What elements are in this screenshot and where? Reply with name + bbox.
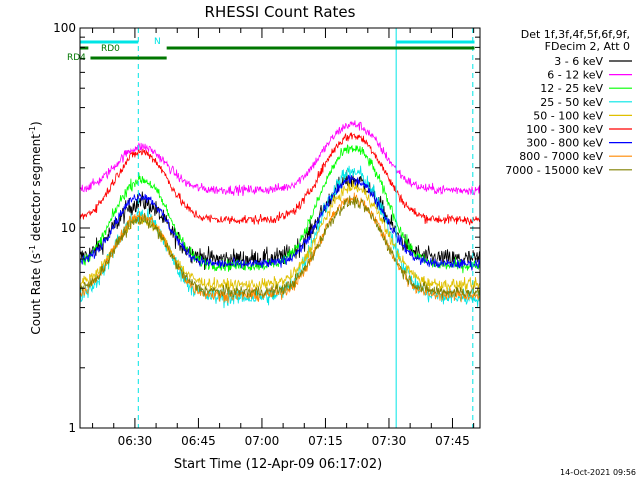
series-line-2	[79, 144, 481, 274]
x-tick-label-1: 06:45	[181, 434, 216, 448]
y-axis-label-main: Count Rate (s	[29, 253, 43, 335]
y-tick-label-2: 100	[53, 21, 76, 35]
x-axis-label: Start Time (12-Apr-09 06:17:02)	[174, 457, 382, 472]
chart-title: RHESSI Count Rates	[205, 3, 356, 21]
y-axis-label-sup: -1	[28, 245, 37, 253]
series-line-6	[80, 174, 481, 271]
flag-label-2: RD4	[67, 53, 86, 63]
legend-label-4: 50 - 100 keV	[533, 109, 603, 122]
legend-header-1: FDecim 2, Att 0	[545, 40, 630, 53]
x-tick-label-3: 07:15	[308, 434, 343, 448]
legend-label-0: 3 - 6 keV	[554, 55, 603, 68]
legend-label-1: 6 - 12 keV	[547, 69, 603, 82]
legend-label-5: 100 - 300 keV	[526, 123, 603, 136]
series-line-5	[79, 132, 481, 226]
legend: Det 1f,3f,4f,5f,6f,9f,FDecim 2, Att 0 3 -…	[505, 28, 632, 177]
axes: 1 10 100 06:30 06:45 07:00 07:15 07:30 07:45	[53, 21, 481, 448]
vertical-marker-lines	[137, 28, 474, 428]
generation-timestamp: 14-Oct-2021 09:56	[560, 468, 636, 477]
legend-label-6: 300 - 800 keV	[526, 137, 603, 150]
y-tick-label-1: 10	[61, 221, 76, 235]
legend-label-2: 12 - 25 keV	[540, 82, 603, 95]
y-axis-label-sup2: -1	[28, 126, 37, 134]
y-axis-label: Count Rate (s-1 detector segment-1)	[28, 121, 43, 334]
legend-label-8: 7000 - 15000 keV	[505, 164, 603, 177]
x-tick-label-2: 07:00	[245, 434, 280, 448]
series-line-4	[79, 179, 481, 294]
x-tick-label-5: 07:45	[435, 434, 470, 448]
series-line-8	[79, 195, 481, 298]
legend-header-0: Det 1f,3f,4f,5f,6f,9f,	[521, 28, 630, 41]
y-tick-label-0: 1	[68, 421, 76, 435]
y-axis-label-end: )	[29, 121, 43, 126]
x-tick-label-4: 07:30	[372, 434, 407, 448]
flag-label-1: RD0	[101, 44, 120, 54]
series-layer	[79, 120, 481, 309]
legend-label-7: 800 - 7000 keV	[519, 150, 603, 163]
series-line-1	[79, 120, 481, 197]
flag-bars: N RD0 RD4	[67, 37, 475, 63]
x-tick-label-0: 06:30	[118, 434, 153, 448]
flag-label-0: N	[154, 37, 161, 47]
legend-label-3: 25 - 50 keV	[540, 96, 603, 109]
y-axis-label-tail: detector segment	[29, 134, 43, 245]
plot-frame	[79, 27, 481, 429]
